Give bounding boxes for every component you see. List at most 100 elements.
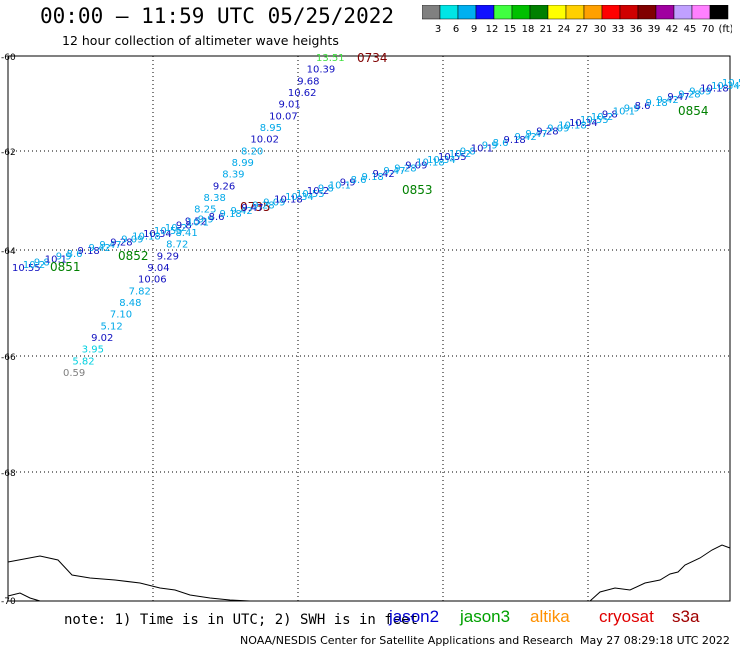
satellite-altika-label: altika: [530, 607, 570, 626]
track-b-swh-label: 8.6: [67, 249, 83, 260]
track-b-swh-label: 10.2: [165, 223, 187, 234]
track-jason2-pass-a: 13.5110.399.6810.629.0110.078.9510.028.2…: [63, 51, 388, 379]
y-axis-labels: -60 -62 -64 -66 -68 -70: [1, 53, 16, 605]
track-a-swh-label: 7.82: [129, 286, 151, 297]
track-a-swh-label: 8.39: [222, 170, 244, 181]
track-b-swh-label: 10.55: [154, 226, 183, 237]
colorbar-label: 6: [453, 24, 459, 35]
track-b-swh-label: 10.55: [438, 152, 467, 163]
track-a-swh-label: 9.01: [279, 100, 301, 111]
track-a-time-label: 0735: [240, 200, 271, 214]
track-b-swh-label: 9.8: [602, 109, 618, 120]
track-a-swh-label: 8.95: [260, 123, 282, 134]
colorbar-label: 24: [558, 24, 571, 35]
track-b-swh-label: 9.47: [241, 203, 263, 214]
track-jason2-pass-b: 10.5510.29.810.19.98.69.189.429.479.289.…: [12, 78, 740, 274]
track-a-swh-label: 9.04: [147, 263, 169, 274]
track-b-swh-label: 9.8: [318, 183, 334, 194]
track-b-swh-label: 9.18: [646, 98, 668, 109]
track-b-swh-label: 10.1: [45, 254, 67, 265]
track-b-swh-label: 8.6: [635, 101, 651, 112]
satellite-cryosat-label: cryosat: [599, 607, 654, 626]
colorbar-label: 9: [471, 24, 477, 35]
track-a-swh-label: 10.39: [307, 65, 336, 76]
track-a-swh-label: 9.02: [91, 333, 113, 344]
track-b-swh-label: 9.8: [460, 146, 476, 157]
coastline: [7, 544, 731, 602]
track-b-swh-label: 9.47: [383, 166, 405, 177]
track-b-swh-label: 9.09: [547, 124, 569, 135]
track-b-swh-label: 9.42: [656, 95, 678, 106]
track-b-swh-label: 9.42: [230, 206, 252, 217]
track-b-swh-label: 10.1: [613, 106, 635, 117]
track-b-swh-label: 10.34: [285, 192, 314, 203]
page-title: 00:00 – 11:59 UTC 05/25/2022: [40, 4, 395, 28]
track-b-swh-label: 10.18: [274, 195, 303, 206]
track-a-swh-label: 0.59: [63, 368, 85, 379]
track-b-swh-label: 10.34: [569, 118, 598, 129]
track-b-swh-label: 9.9: [340, 178, 356, 189]
track-b-swh-label: 9.47: [667, 92, 689, 103]
track-b-swh-label: 10.1: [329, 180, 351, 191]
y-tick-label: -62: [1, 148, 16, 158]
track-b-swh-label: 9.09: [689, 87, 711, 98]
track-b-swh-label: 10.18: [416, 158, 445, 169]
track-b-swh-label: 10.18: [558, 121, 587, 132]
footnote: note: 1) Time is in UTC; 2) SWH is in fe…: [64, 612, 419, 628]
track-a-time-label: 0734: [357, 51, 388, 65]
track-b-swh-label: 9.9: [624, 104, 640, 115]
y-tick-label: -70: [1, 597, 16, 605]
colorbar-label: 39: [648, 24, 661, 35]
colorbar-label: 15: [504, 24, 517, 35]
track-a-swh-label: 9.26: [213, 181, 235, 192]
y-tick-label: -60: [1, 53, 16, 63]
track-b-swh-label: 8.6: [209, 212, 225, 223]
track-a-swh-label: 5.12: [100, 321, 122, 332]
track-b-swh-label: 9.28: [394, 163, 416, 174]
colorbar-label: 21: [540, 24, 553, 35]
gridlines: [8, 56, 730, 601]
track-a-swh-label: 9.52: [185, 216, 207, 227]
track-b-swh-label: 10.2: [591, 112, 613, 123]
track-b-time-label: 0853: [402, 183, 433, 197]
track-a-swh-label: 9.29: [157, 251, 179, 262]
credit-line: NOAA/NESDIS Center for Satellite Applica…: [240, 634, 574, 647]
track-b-swh-label: 9.28: [536, 126, 558, 137]
track-a-swh-label: 13.51: [316, 53, 345, 64]
track-a-swh-label: 10.62: [288, 88, 317, 99]
track-b-time-label: 0851: [50, 260, 81, 274]
track-a-swh-label: 8.72: [166, 240, 188, 251]
track-b-swh-label: 9.9: [56, 252, 72, 263]
track-b-swh-label: 9.18: [504, 135, 526, 146]
track-b-swh-label: 10.34: [427, 155, 456, 166]
track-b-swh-label: 8.6: [351, 175, 367, 186]
track-b-swh-label: 9.09: [405, 161, 427, 172]
track-b-swh-label: 10.2: [449, 149, 471, 160]
track-b-swh-label: 9.09: [263, 198, 285, 209]
track-b-swh-label: 10.18: [132, 232, 161, 243]
track-b-swh-label: 9.09: [121, 235, 143, 246]
track-b-swh-label: 9.18: [78, 246, 100, 257]
y-tick-label: -68: [1, 469, 16, 479]
track-a-swh-label: 3.95: [82, 345, 104, 356]
colorbar-label: 27: [576, 24, 589, 35]
track-b-swh-label: 10.2: [307, 186, 329, 197]
track-b-swh-label: 10.1: [471, 143, 493, 154]
track-b-time-label: 0852: [118, 249, 149, 263]
track-a-swh-label: 8.41: [175, 228, 197, 239]
track-b-swh-label: 10.55: [722, 78, 740, 89]
track-b-swh-label: 9.42: [514, 132, 536, 143]
satellite-s3a-label: s3a: [672, 607, 700, 626]
track-a-swh-label: 10.02: [250, 135, 279, 146]
satellite-jason2-label: jason2: [389, 607, 440, 626]
track-b-swh-label: 8.6: [493, 138, 509, 149]
colorbar-label: 36: [630, 24, 643, 35]
track-a-swh-label: 5.82: [72, 356, 94, 367]
track-a-swh-label: 8.20: [241, 146, 263, 157]
y-tick-label: -64: [1, 247, 16, 257]
colorbar-label: 42: [666, 24, 679, 35]
track-b-swh-label: 9.9: [482, 141, 498, 152]
track-b-swh-label: 9.18: [220, 209, 242, 220]
satellite-jason3-label: jason3: [460, 607, 511, 626]
